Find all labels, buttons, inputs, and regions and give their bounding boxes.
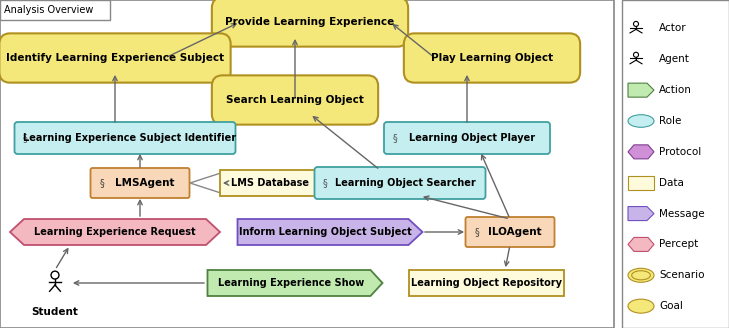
FancyBboxPatch shape bbox=[212, 75, 378, 125]
Polygon shape bbox=[208, 270, 383, 296]
FancyBboxPatch shape bbox=[404, 33, 580, 83]
Polygon shape bbox=[628, 145, 654, 159]
Text: Analysis Overview: Analysis Overview bbox=[4, 5, 93, 15]
Text: Role: Role bbox=[659, 116, 682, 126]
Text: §: § bbox=[23, 133, 28, 143]
Text: Learning Object Player: Learning Object Player bbox=[409, 133, 535, 143]
Polygon shape bbox=[238, 219, 423, 245]
Bar bbox=[622, 0, 729, 328]
Ellipse shape bbox=[628, 268, 654, 282]
Ellipse shape bbox=[628, 115, 654, 127]
Bar bbox=[0, 0, 614, 328]
Text: Learning Experience Subject Identifier: Learning Experience Subject Identifier bbox=[23, 133, 237, 143]
Text: ILOAgent: ILOAgent bbox=[488, 227, 542, 237]
FancyBboxPatch shape bbox=[314, 167, 486, 199]
Polygon shape bbox=[10, 219, 220, 245]
Text: Data: Data bbox=[659, 178, 684, 188]
Polygon shape bbox=[628, 237, 654, 252]
FancyBboxPatch shape bbox=[15, 122, 235, 154]
Text: Identify Learning Experience Subject: Identify Learning Experience Subject bbox=[6, 53, 224, 63]
Ellipse shape bbox=[628, 299, 654, 313]
Text: §: § bbox=[475, 227, 480, 237]
Text: §: § bbox=[392, 133, 397, 143]
Text: Learning Object Repository: Learning Object Repository bbox=[411, 278, 563, 288]
Bar bbox=[628, 176, 654, 190]
FancyBboxPatch shape bbox=[212, 0, 408, 47]
Polygon shape bbox=[628, 207, 654, 220]
Text: Provide Learning Experience: Provide Learning Experience bbox=[225, 17, 394, 27]
Text: §: § bbox=[100, 178, 105, 188]
Text: Goal: Goal bbox=[659, 301, 683, 311]
Bar bbox=[0, 0, 110, 20]
FancyBboxPatch shape bbox=[0, 33, 230, 83]
FancyBboxPatch shape bbox=[466, 217, 555, 247]
Text: Percept: Percept bbox=[659, 239, 698, 249]
Text: Protocol: Protocol bbox=[659, 147, 701, 157]
Text: Action: Action bbox=[659, 85, 692, 95]
Text: Play Learning Object: Play Learning Object bbox=[431, 53, 553, 63]
FancyBboxPatch shape bbox=[384, 122, 550, 154]
Bar bbox=[410, 270, 564, 296]
Text: Learning Experience Request: Learning Experience Request bbox=[34, 227, 196, 237]
Text: Inform Learning Object Subject: Inform Learning Object Subject bbox=[239, 227, 412, 237]
Text: Learning Object Searcher: Learning Object Searcher bbox=[335, 178, 475, 188]
Polygon shape bbox=[628, 83, 654, 97]
Text: Message: Message bbox=[659, 209, 705, 218]
Text: §: § bbox=[323, 178, 328, 188]
Bar bbox=[220, 170, 320, 196]
Text: LMS Database: LMS Database bbox=[231, 178, 309, 188]
Text: LMSAgent: LMSAgent bbox=[115, 178, 175, 188]
Text: Scenario: Scenario bbox=[659, 270, 704, 280]
Text: Student: Student bbox=[31, 307, 79, 317]
Text: Agent: Agent bbox=[659, 54, 690, 64]
FancyBboxPatch shape bbox=[90, 168, 190, 198]
Text: Actor: Actor bbox=[659, 23, 687, 33]
Text: Learning Experience Show: Learning Experience Show bbox=[218, 278, 364, 288]
Ellipse shape bbox=[631, 271, 650, 280]
Text: Search Learning Object: Search Learning Object bbox=[226, 95, 364, 105]
